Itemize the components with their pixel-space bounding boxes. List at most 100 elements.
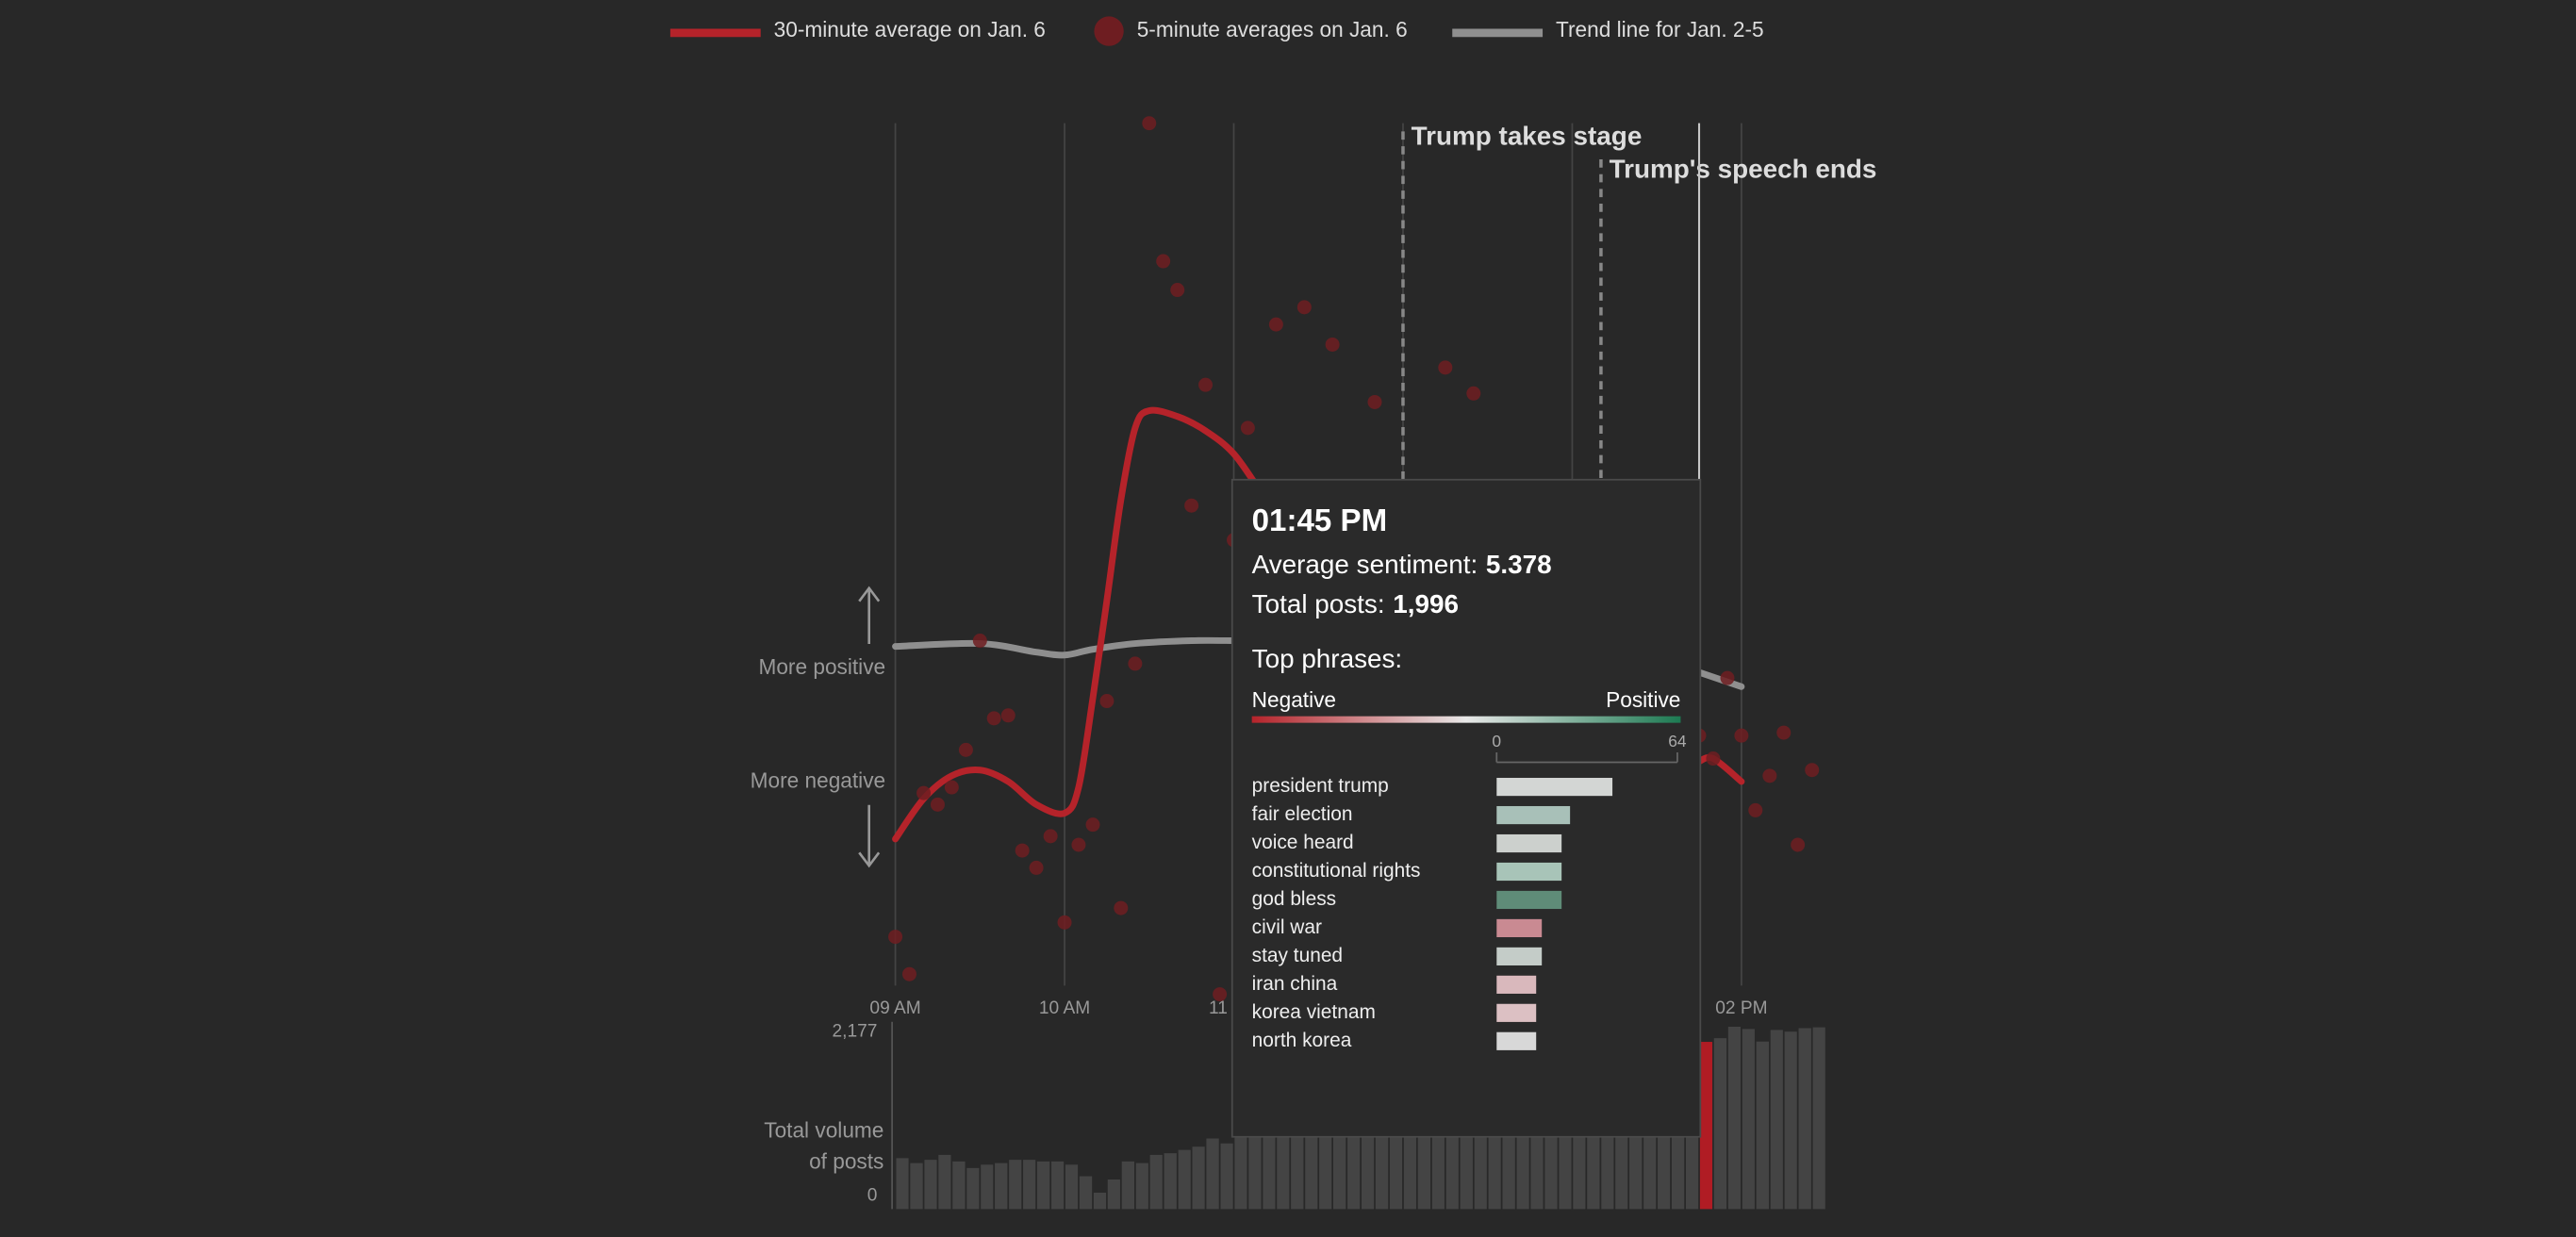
- volume-bar: [995, 1163, 1008, 1210]
- line: [1695, 668, 1745, 690]
- phrases-title: Top phrases:: [1252, 644, 1403, 673]
- x-tick-label: 09 AM: [869, 998, 920, 1018]
- volume-bar: [1220, 1143, 1233, 1210]
- phrase-label: civil war: [1252, 916, 1322, 938]
- volume-bar: [1079, 1176, 1093, 1210]
- dot: [1466, 386, 1481, 401]
- value: 5.378: [1486, 550, 1552, 579]
- dot: [972, 634, 987, 649]
- dot: [1198, 377, 1214, 392]
- phrase-bar: [1496, 1031, 1537, 1050]
- volume-bar: [1149, 1154, 1163, 1210]
- phrase-bar: [1496, 975, 1537, 994]
- phrase-bar: [1496, 890, 1562, 910]
- volume-bar: [1277, 1117, 1290, 1210]
- dot: [1128, 656, 1143, 671]
- dot: [888, 930, 903, 945]
- dot: [1015, 843, 1030, 858]
- dot: [1029, 860, 1044, 875]
- dot: [1000, 708, 1016, 723]
- phrase-bar: [1496, 947, 1543, 965]
- dot: [1296, 300, 1312, 315]
- volume-bar: [1009, 1160, 1022, 1210]
- phrase-label: iran china: [1252, 973, 1338, 995]
- volume-bar: [1812, 1027, 1825, 1210]
- x-tick-label: 64: [1668, 732, 1687, 750]
- volume-bar: [1023, 1160, 1036, 1210]
- y-label-low: More negative: [751, 767, 885, 792]
- phrase-label: north korea: [1252, 1030, 1352, 1051]
- legend-dot: [1094, 16, 1124, 46]
- dot: [901, 966, 916, 981]
- dot: [1043, 829, 1058, 844]
- dot: [1762, 768, 1777, 783]
- phrase-label: stay tuned: [1252, 945, 1343, 966]
- volume-bar: [1713, 1038, 1727, 1210]
- dot: [1142, 116, 1157, 131]
- volume-bar: [966, 1167, 980, 1210]
- volume-bar: [981, 1164, 994, 1210]
- x-tick-label: 10 AM: [1039, 998, 1090, 1018]
- y-axis-label: Total volume: [764, 1117, 883, 1142]
- tooltip-time: 01:45 PM: [1252, 503, 1387, 538]
- dot: [1085, 817, 1100, 833]
- volume-bar: [952, 1161, 966, 1210]
- arrow-down-head: [858, 851, 881, 868]
- dot: [1114, 900, 1129, 915]
- dot: [1268, 317, 1283, 332]
- dot: [1720, 670, 1735, 685]
- volume-bar: [1742, 1029, 1755, 1210]
- dot: [1791, 837, 1806, 852]
- phrase-label: voice heard: [1252, 832, 1354, 853]
- volume-bar: [1065, 1164, 1079, 1210]
- dot: [1748, 802, 1763, 817]
- arrow-up-head: [858, 586, 881, 602]
- x-tick-label: 02 PM: [1715, 998, 1767, 1018]
- volume-bar: [1164, 1153, 1177, 1210]
- volume-bar: [910, 1163, 923, 1210]
- phrase-bar: [1496, 805, 1571, 825]
- tooltip-sentiment: Average sentiment: 5.378: [1252, 550, 1552, 579]
- dot: [1367, 394, 1382, 409]
- dot: [1438, 360, 1453, 375]
- y-tick-label: 2,177: [832, 1021, 877, 1041]
- phrase-bar: [1496, 918, 1543, 938]
- volume-bar: [938, 1154, 951, 1210]
- volume-bar: [1291, 1114, 1304, 1210]
- dot: [1240, 421, 1255, 436]
- dot: [958, 742, 973, 757]
- legend-label: 5-minute averages on Jan. 6: [1137, 17, 1408, 41]
- phrase-bars: 0 64 president trump fair election voice hea…: [1252, 732, 1687, 1051]
- value: 1,996: [1393, 589, 1459, 618]
- phrase-bar: [1496, 778, 1613, 797]
- volume-bar: [1784, 1031, 1797, 1210]
- phrase-label: fair election: [1252, 803, 1353, 825]
- legend-label: Trend line for Jan. 2-5: [1556, 17, 1764, 41]
- dot: [1734, 728, 1749, 743]
- volume-bar: [924, 1160, 937, 1210]
- volume-bar: [1234, 1127, 1247, 1210]
- dot: [1805, 763, 1820, 778]
- phrase-bar: [1496, 833, 1562, 853]
- dot: [944, 780, 959, 795]
- volume-bar: [1121, 1161, 1135, 1210]
- dot: [1213, 987, 1228, 1002]
- dot: [1776, 725, 1792, 740]
- volume-bar: [1192, 1146, 1205, 1210]
- dot: [916, 785, 932, 800]
- volume-bar: [1248, 1124, 1262, 1210]
- volume-bar: [1051, 1161, 1065, 1210]
- dot: [1071, 837, 1086, 852]
- dot: [1325, 337, 1340, 352]
- volume-bar: [896, 1158, 909, 1210]
- x-tick-label: 0: [1492, 732, 1501, 750]
- dot: [1184, 498, 1199, 513]
- scale-low: Negative: [1252, 687, 1336, 712]
- label: Average sentiment:: [1252, 550, 1478, 579]
- annotation-label: Trump's speech ends: [1610, 155, 1877, 184]
- phrase-label: president trump: [1252, 775, 1389, 797]
- dot: [1057, 915, 1072, 930]
- tooltip: 01:45 PM Average sentiment: 5.378 Total p…: [1230, 478, 1702, 1138]
